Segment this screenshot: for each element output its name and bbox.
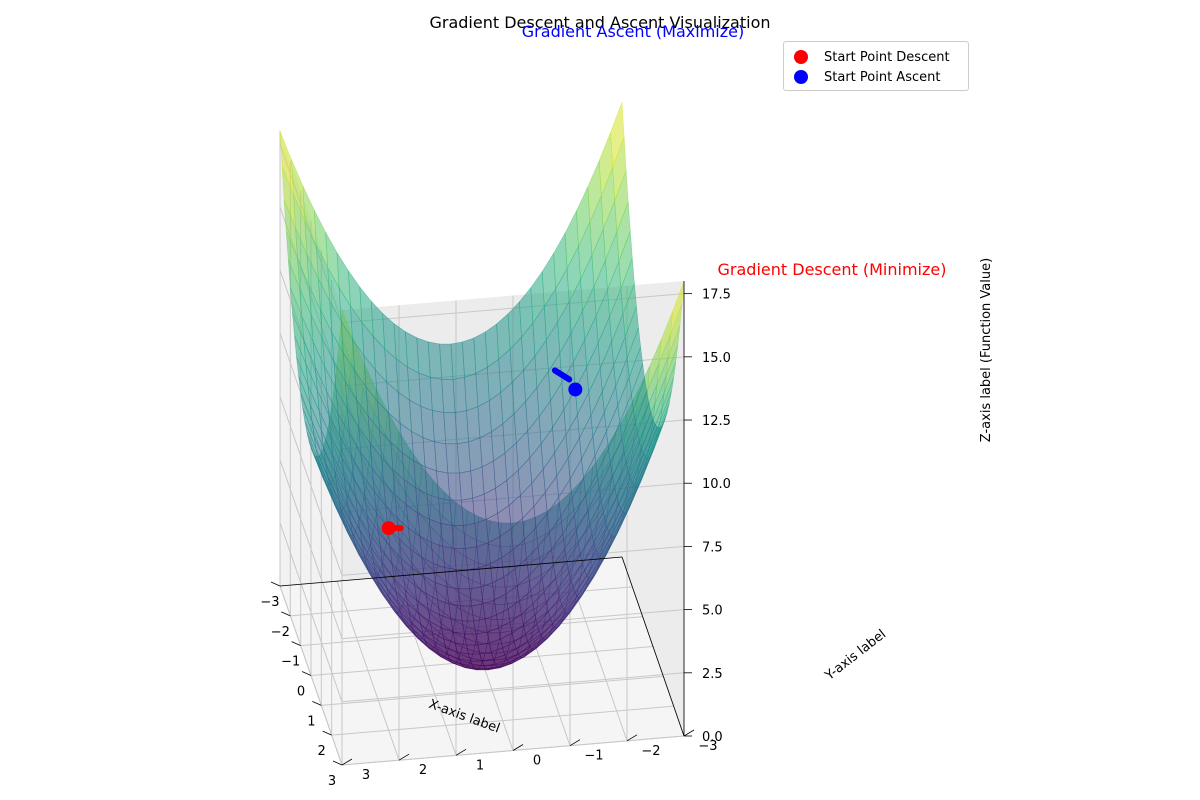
gridline (279, 522, 343, 702)
gridline (341, 672, 685, 703)
y-tick-mark (512, 744, 524, 751)
x-tick-mark (291, 641, 301, 647)
chart-title: Gradient Descent and Ascent Visualizatio… (429, 13, 770, 32)
z-tick-label: 5.0 (702, 604, 723, 619)
surface-facet (610, 101, 625, 168)
y-tick-label: −2 (641, 744, 660, 759)
annotation-descent: Gradient Descent (Minimize) (718, 260, 947, 279)
legend-item-ascent: Start Point Ascent (794, 68, 940, 86)
x-axis-line (621, 556, 685, 737)
x-tick-label: −1 (281, 655, 300, 670)
y-tick-mark (341, 758, 353, 766)
ascent-path (551, 367, 573, 383)
surface-facet (447, 472, 462, 501)
surface-facet (453, 548, 468, 571)
y-tick-mark (455, 748, 467, 756)
y-tick-label: 2 (419, 763, 427, 778)
legend-marker-descent (794, 50, 808, 64)
start-points (381, 367, 583, 536)
y-tick-label: 3 (362, 768, 370, 783)
z-tick-label: 17.5 (702, 288, 731, 303)
z-tick-label: 12.5 (702, 414, 731, 429)
y-tick-mark (626, 734, 638, 742)
z-tick-label: 0.0 (702, 730, 723, 745)
x-tick-mark (322, 730, 332, 736)
legend-label-ascent: Start Point Ascent (824, 69, 941, 85)
x-tick-label: 3 (328, 774, 336, 789)
y-axis-label: Y-axis label (822, 627, 889, 684)
gridline (279, 396, 343, 576)
y-tick-label: −1 (584, 749, 603, 764)
surface-facet (466, 644, 481, 655)
start-point-ascent (568, 382, 583, 397)
surface-facet (479, 431, 494, 468)
x-tick-mark (301, 671, 312, 676)
gridline (279, 459, 343, 639)
surface-facet (464, 372, 479, 412)
surface-facet (452, 376, 467, 413)
surface-facet (471, 603, 486, 622)
surface-facet (458, 470, 474, 501)
x-tick-mark (270, 581, 281, 587)
y-tick-label: 1 (476, 758, 484, 773)
z-tick-label: 15.0 (702, 351, 731, 366)
surface-facet (465, 546, 480, 571)
surface-mesh (279, 101, 685, 671)
x-tick-mark (332, 760, 343, 766)
legend-label-descent: Start Point Descent (824, 49, 950, 65)
legend-item-descent: Start Point Descent (794, 48, 950, 66)
legend-marker-ascent (794, 70, 808, 84)
y-tick-label: −3 (698, 739, 717, 754)
z-axis-label: Z-axis label (Function Value) (979, 258, 994, 442)
x-tick-mark (312, 700, 322, 706)
y-tick-mark (569, 739, 581, 747)
surface-facet (470, 466, 485, 499)
y-tick-label: 0 (533, 754, 541, 769)
x-tick-label: −2 (271, 625, 290, 640)
annotation-ascent: Gradient Ascent (Maximize) (522, 22, 744, 41)
y-tick-mark (398, 753, 410, 761)
y-axis-line (279, 556, 623, 587)
x-tick-mark (281, 611, 291, 617)
x-tick-label: 2 (318, 744, 326, 759)
y-tick-mark (683, 729, 695, 737)
surface-facet (476, 542, 491, 569)
surface-facet (484, 323, 500, 368)
legend: Start Point Descent Start Point Ascent (783, 41, 969, 91)
z-tick-label: 7.5 (702, 540, 723, 555)
surface-facet (441, 378, 456, 413)
surface-facet (475, 366, 490, 408)
start-point-descent (381, 521, 396, 536)
z-tick-label: 10.0 (702, 477, 731, 492)
x-tick-label: 0 (297, 685, 305, 700)
gridline (336, 581, 400, 761)
axis-ticks: −3−2−10123−3−2−101230.02.55.07.510.012.5… (260, 288, 731, 789)
x-tick-label: 1 (307, 714, 315, 729)
z-tick-label: 2.5 (702, 667, 723, 682)
x-tick-label: −3 (260, 595, 279, 610)
